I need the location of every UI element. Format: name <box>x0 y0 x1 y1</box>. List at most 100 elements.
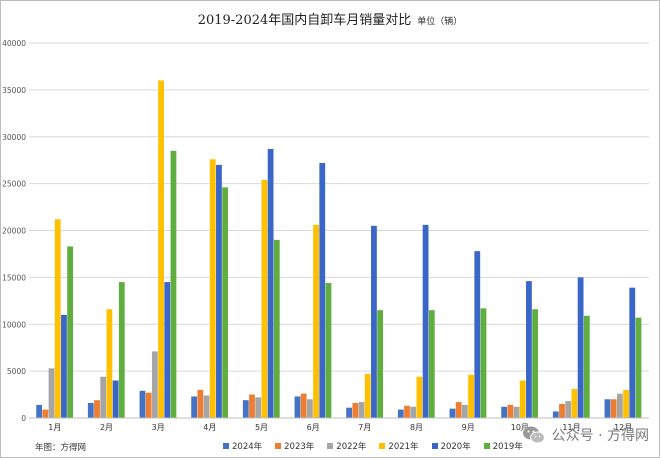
watermark: 公众号 · 方得网 <box>522 425 649 445</box>
bar-2023年-12月 <box>610 399 617 418</box>
y-tick-label: 40000 <box>2 39 26 48</box>
bar-2022年-10月 <box>513 406 520 418</box>
bar-2019年-7月 <box>377 310 384 418</box>
bar-2020年-2月 <box>112 380 119 418</box>
legend: 2024年 2023年 2022年 2021年 2020年 2019年 <box>223 440 523 452</box>
bar-2024年-4月 <box>191 396 198 418</box>
y-tick-label: 5000 <box>7 367 26 376</box>
bar-2023年-4月 <box>197 389 204 418</box>
legend-swatch <box>379 443 386 449</box>
bar-2023年-3月 <box>145 392 152 418</box>
bar-2022年-5月 <box>255 397 262 418</box>
chart-title: 2019-2024年国内自卸车月销量对比 <box>197 13 412 28</box>
bar-2024年-3月 <box>139 390 146 418</box>
x-tick-label: 8月 <box>410 423 423 432</box>
bar-2021年-8月 <box>416 376 423 418</box>
bar-2024年-9月 <box>449 408 456 418</box>
bar-2022年-1月 <box>48 368 55 418</box>
legend-item: 2022年 <box>327 440 366 452</box>
bar-2024年-7月 <box>346 407 353 418</box>
bar-2022年-12月 <box>616 393 623 418</box>
bar-2022年-8月 <box>410 406 417 418</box>
x-tick-label: 3月 <box>152 423 165 432</box>
y-tick-label: 35000 <box>2 86 26 95</box>
x-tick-label: 2月 <box>100 423 113 432</box>
bar-2023年-2月 <box>94 400 100 418</box>
bar-2021年-2月 <box>106 309 113 418</box>
bar-2019年-3月 <box>170 150 177 418</box>
bar-2019年-6月 <box>325 283 332 418</box>
bar-2024年-10月 <box>501 406 508 418</box>
bar-2020年-6月 <box>319 163 326 418</box>
bar-2019年-1月 <box>67 246 74 418</box>
bar-2023年-8月 <box>404 405 410 418</box>
x-tick-label: 9月 <box>462 423 475 432</box>
legend-swatch <box>431 443 438 449</box>
legend-swatch <box>275 443 282 449</box>
bar-2020年-7月 <box>371 225 377 418</box>
bar-2024年-11月 <box>552 411 559 418</box>
bar-2019年-8月 <box>428 310 435 418</box>
bar-2024年-2月 <box>87 403 94 418</box>
wechat-icon <box>522 426 545 444</box>
bar-2019年-4月 <box>222 187 229 418</box>
bar-2021年-6月 <box>313 224 319 418</box>
bar-2020年-10月 <box>526 281 532 418</box>
bar-2024年-6月 <box>294 396 301 418</box>
y-tick-label: 0 <box>21 414 26 423</box>
bar-2022年-6月 <box>306 399 313 418</box>
bar-2022年-7月 <box>358 402 365 418</box>
bar-2019年-11月 <box>583 315 590 418</box>
x-tick-label: 4月 <box>203 423 216 432</box>
bar-2019年-10月 <box>532 309 539 418</box>
bar-2023年-6月 <box>300 393 307 418</box>
legend-item: 2024年 <box>223 440 262 452</box>
legend-swatch <box>223 443 229 449</box>
bar-2023年-10月 <box>507 404 514 418</box>
bar-2024年-12月 <box>604 399 611 418</box>
bar-2024年-1月 <box>36 404 43 418</box>
bar-2020年-9月 <box>474 251 481 418</box>
bar-2020年-5月 <box>267 148 274 418</box>
bar-2020年-1月 <box>61 314 67 418</box>
bar-2021年-11月 <box>571 388 578 418</box>
bar-2022年-3月 <box>151 351 158 418</box>
bar-2024年-8月 <box>397 409 404 418</box>
bar-2021年-10月 <box>519 380 526 418</box>
bar-2021年-4月 <box>209 159 216 418</box>
chart-header: 2019-2024年国内自卸车月销量对比 单位（辆） <box>1 9 659 29</box>
bar-2021年-1月 <box>54 219 61 418</box>
legend-item: 2021年 <box>379 440 419 452</box>
bar-2022年-9月 <box>461 404 468 418</box>
legend-label: 2023年 <box>284 442 315 452</box>
bar-2019年-9月 <box>480 308 487 418</box>
bar-2021年-9月 <box>468 374 474 418</box>
bar-2021年-7月 <box>364 373 371 418</box>
legend-swatch <box>327 443 334 449</box>
unit-label: 单位（辆） <box>417 17 463 27</box>
y-tick-label: 20000 <box>2 227 26 236</box>
bar-2019年-2月 <box>118 282 125 418</box>
bar-2023年-7月 <box>352 403 359 418</box>
x-tick-label: 5月 <box>255 423 268 432</box>
bar-2022年-4月 <box>203 395 210 418</box>
bar-2022年-2月 <box>100 376 107 418</box>
legend-swatch <box>483 443 490 449</box>
bar-2023年-1月 <box>42 409 49 418</box>
bar-2023年-11月 <box>559 403 565 418</box>
bar-2021年-3月 <box>158 80 164 418</box>
bar-2020年-4月 <box>216 164 222 418</box>
x-tick-label: 11月 <box>562 423 580 432</box>
legend-item: 2019年 <box>483 440 523 452</box>
source-note: 年图：方得网 <box>35 443 87 453</box>
x-tick-label: 12月 <box>614 423 632 432</box>
bar-2020年-11月 <box>577 277 584 418</box>
bar-2020年-12月 <box>629 287 636 418</box>
y-tick-label: 25000 <box>2 180 26 189</box>
y-tick-label: 10000 <box>2 320 26 329</box>
y-tick-label: 30000 <box>2 133 26 142</box>
legend-label: 2024年 <box>232 442 263 452</box>
x-tick-label: 1月 <box>48 423 61 432</box>
bar-2023年-5月 <box>249 394 255 418</box>
